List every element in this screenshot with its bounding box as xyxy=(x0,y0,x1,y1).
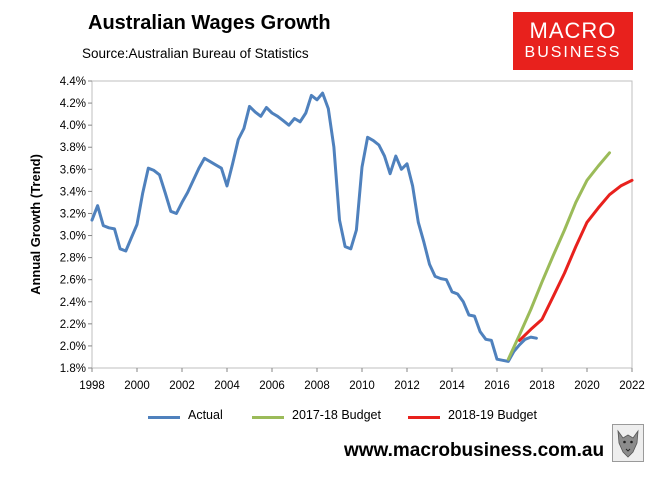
y-tick-label: 3.2% xyxy=(60,208,86,220)
logo-line-1: MACRO xyxy=(529,18,617,43)
website-url: www.macrobusiness.com.au xyxy=(344,440,605,461)
legend-swatch-actual xyxy=(148,416,180,419)
y-tick-label: 2.0% xyxy=(60,341,86,353)
x-tick-label: 2020 xyxy=(574,380,600,392)
series-line-actual xyxy=(90,91,538,363)
macrobusiness-logo: MACRO BUSINESS xyxy=(513,12,633,70)
y-tick-label: 3.0% xyxy=(60,231,86,243)
y-tick-label: 2.4% xyxy=(60,297,86,309)
y-tick-label: 4.0% xyxy=(60,120,86,132)
y-tick-label: 2.2% xyxy=(60,319,86,331)
y-tick-label: 4.2% xyxy=(60,98,86,110)
x-tick-label: 1998 xyxy=(79,380,105,392)
x-tick-label: 2010 xyxy=(349,380,375,392)
x-tick-label: 2008 xyxy=(304,380,330,392)
x-tick-label: 2002 xyxy=(169,380,195,392)
chart-title: Australian Wages Growth xyxy=(88,12,331,34)
x-tick-label: 2022 xyxy=(619,380,645,392)
plot-area-frame xyxy=(91,80,633,369)
x-tick-label: 2006 xyxy=(259,380,285,392)
y-tick-label: 3.4% xyxy=(60,186,86,198)
y-tick-label: 1.8% xyxy=(60,363,86,375)
y-axis-label: Annual Growth (Trend) xyxy=(28,154,43,295)
x-tick-label: 2016 xyxy=(484,380,510,392)
x-tick-label: 2004 xyxy=(214,380,240,392)
logo-line-2: BUSINESS xyxy=(524,44,622,61)
y-tick-label: 2.6% xyxy=(60,275,86,287)
y-tick-label: 4.4% xyxy=(60,76,86,88)
legend-swatch-2018-19-budget xyxy=(408,416,440,419)
series-line-2017-18-budget xyxy=(506,151,611,361)
x-tick-label: 2014 xyxy=(439,380,465,392)
x-tick-label: 2012 xyxy=(394,380,420,392)
legend-label-actual: Actual xyxy=(188,408,223,422)
y-tick-label: 2.8% xyxy=(60,253,86,265)
wolf-logo-icon xyxy=(612,424,644,462)
x-tick-label: 2018 xyxy=(529,380,555,392)
y-tick-label: 3.6% xyxy=(60,164,86,176)
series-line-2018-19-budget xyxy=(518,178,634,342)
x-tick-label: 2000 xyxy=(124,380,150,392)
legend-label-2017-18-budget: 2017-18 Budget xyxy=(292,408,381,422)
legend-swatch-2017-18-budget xyxy=(252,416,284,419)
chart-source: Source:Australian Bureau of Statistics xyxy=(82,46,309,61)
y-tick-label: 3.8% xyxy=(60,142,86,154)
legend-label-2018-19-budget: 2018-19 Budget xyxy=(448,408,537,422)
